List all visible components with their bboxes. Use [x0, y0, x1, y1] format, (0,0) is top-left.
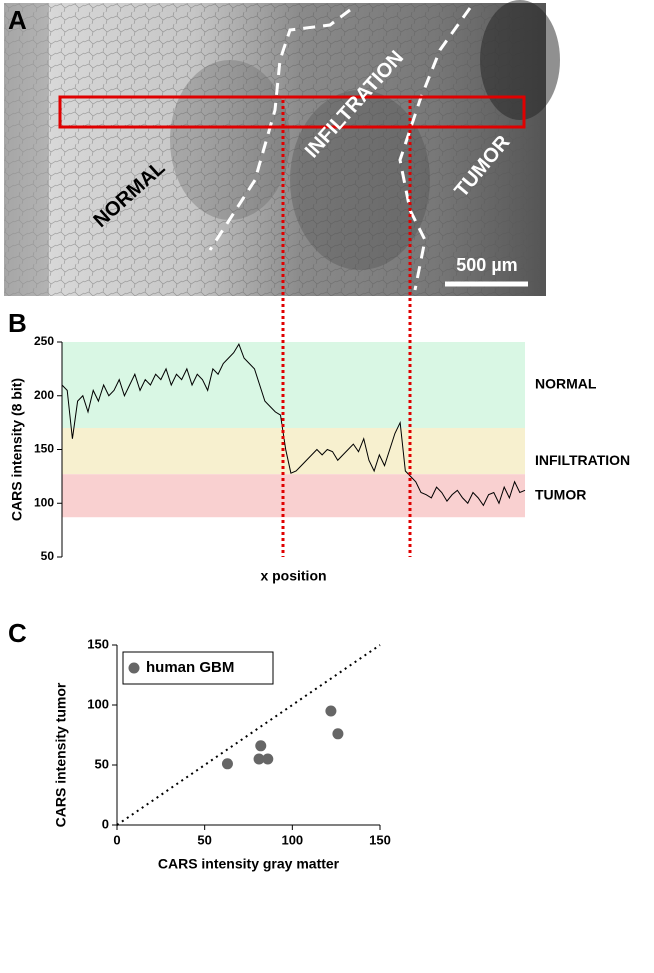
y-axis-title: CARS intensity tumor [53, 682, 69, 827]
data-point [253, 753, 265, 765]
y-tick-label: 150 [87, 636, 109, 651]
legend-box [122, 651, 274, 685]
band [62, 428, 525, 475]
scale-bar-label: 500 µm [456, 255, 517, 275]
band-label: NORMAL [535, 376, 597, 392]
data-point [325, 705, 337, 717]
x-tick-label: 50 [197, 832, 211, 847]
panel-label: B [8, 308, 27, 338]
data-point [262, 753, 274, 765]
legend-label: human GBM [146, 659, 234, 676]
y-tick-label: 0 [102, 816, 109, 831]
x-tick-label: 100 [281, 832, 303, 847]
y-tick-label: 150 [34, 442, 54, 456]
y-tick-label: 50 [95, 756, 109, 771]
legend-marker [128, 662, 140, 674]
panel-label: C [8, 618, 27, 648]
data-point [221, 758, 233, 770]
band-label: INFILTRATION [535, 452, 630, 468]
x-axis-title: x position [260, 568, 326, 584]
data-point [332, 728, 344, 740]
micrograph [4, 0, 560, 296]
band [62, 342, 525, 428]
panel-label: A [8, 5, 27, 35]
x-axis-title: CARS intensity gray matter [158, 856, 340, 872]
band [62, 474, 525, 518]
signal-line [61, 343, 526, 507]
y-tick-label: 250 [34, 334, 54, 348]
data-point [255, 740, 267, 752]
x-tick-label: 0 [113, 832, 120, 847]
y-tick-label: 100 [34, 495, 54, 509]
band-label: TUMOR [535, 486, 586, 502]
x-tick-label: 150 [369, 832, 391, 847]
y-axis-title: CARS intensity (8 bit) [9, 378, 25, 521]
y-tick-label: 200 [34, 388, 54, 402]
identity-line [116, 644, 381, 826]
y-tick-label: 50 [41, 549, 55, 563]
y-tick-label: 100 [87, 696, 109, 711]
